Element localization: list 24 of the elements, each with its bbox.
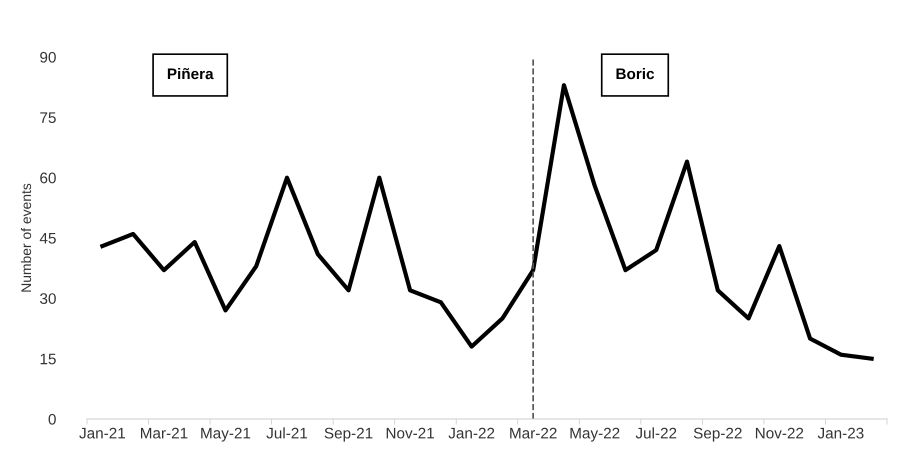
y-tick-label: 45 xyxy=(40,233,56,244)
x-tick-label: Sep-22 xyxy=(694,428,742,442)
y-tick-label: 90 xyxy=(40,52,56,63)
y-tick-label: 0 xyxy=(48,414,56,425)
annotation: Piñera xyxy=(168,68,214,80)
x-tick-label: May-22 xyxy=(570,428,620,442)
x-tick-label: Sep-21 xyxy=(324,428,372,442)
y-tick-label: 30 xyxy=(40,293,56,304)
x-tick-label: Mar-21 xyxy=(140,428,188,439)
x-tick-label: Jan-23 xyxy=(818,428,864,439)
x-tick-label: Nov-21 xyxy=(386,428,434,439)
x-tick-label: Mar-22 xyxy=(510,428,557,439)
x-tick-label: Jul-21 xyxy=(266,427,308,439)
x-tick-label: Jan-21 xyxy=(79,428,125,439)
annotation: Boric xyxy=(616,68,654,80)
x-tick-label: Nov-22 xyxy=(756,428,804,439)
y-tick-label: 60 xyxy=(40,172,56,184)
y-tick-label: 75 xyxy=(40,112,56,124)
x-tick-label: May-21 xyxy=(201,428,250,442)
line-series xyxy=(100,83,874,361)
y-axis-title: Number of events xyxy=(20,184,32,292)
x-tick-label: Jul-22 xyxy=(636,427,676,439)
x-tick-label: Jan-22 xyxy=(448,428,494,439)
y-tick-label: 15 xyxy=(40,354,56,364)
